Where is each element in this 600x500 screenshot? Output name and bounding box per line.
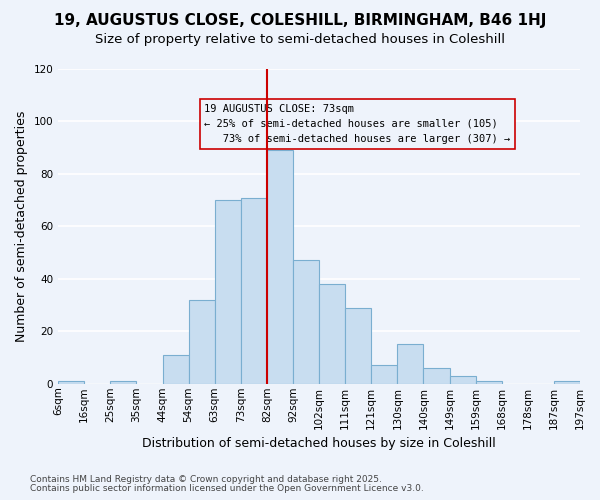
Text: Contains HM Land Registry data © Crown copyright and database right 2025.: Contains HM Land Registry data © Crown c…	[30, 475, 382, 484]
Bar	[58, 381, 84, 384]
Bar	[267, 150, 293, 384]
Text: Size of property relative to semi-detached houses in Coleshill: Size of property relative to semi-detach…	[95, 32, 505, 46]
Bar	[424, 368, 449, 384]
X-axis label: Distribution of semi-detached houses by size in Coleshill: Distribution of semi-detached houses by …	[142, 437, 496, 450]
Bar	[215, 200, 241, 384]
Bar	[110, 381, 136, 384]
Bar	[163, 355, 188, 384]
Text: 19, AUGUSTUS CLOSE, COLESHILL, BIRMINGHAM, B46 1HJ: 19, AUGUSTUS CLOSE, COLESHILL, BIRMINGHA…	[54, 12, 546, 28]
Bar	[476, 381, 502, 384]
Bar	[371, 366, 397, 384]
Bar	[397, 344, 424, 384]
Y-axis label: Number of semi-detached properties: Number of semi-detached properties	[15, 110, 28, 342]
Text: Contains public sector information licensed under the Open Government Licence v3: Contains public sector information licen…	[30, 484, 424, 493]
Bar	[554, 381, 580, 384]
Bar	[188, 300, 215, 384]
Bar	[449, 376, 476, 384]
Bar	[319, 284, 345, 384]
Bar	[345, 308, 371, 384]
Bar	[293, 260, 319, 384]
Text: 19 AUGUSTUS CLOSE: 73sqm
← 25% of semi-detached houses are smaller (105)
   73% : 19 AUGUSTUS CLOSE: 73sqm ← 25% of semi-d…	[204, 104, 511, 144]
Bar	[241, 198, 267, 384]
